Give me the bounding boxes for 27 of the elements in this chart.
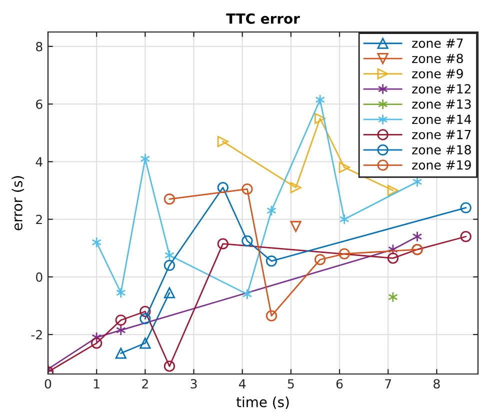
legend-label: zone #7 xyxy=(412,38,463,48)
chart-title: TTC error xyxy=(226,13,300,24)
x-tick-label: 5 xyxy=(288,379,294,389)
y-tick-label: 0 xyxy=(36,272,42,282)
y-axis-title: error (s) xyxy=(12,176,24,230)
legend-label: zone #12 xyxy=(412,84,470,94)
y-tick-label: 4 xyxy=(36,157,42,166)
y-tick-label: 6 xyxy=(36,100,42,109)
x-tick-label: 3 xyxy=(190,379,197,389)
y-tick-label: 2 xyxy=(36,214,42,224)
x-tick-label: 0 xyxy=(44,379,52,389)
x-tick-label: 6 xyxy=(336,379,343,389)
x-tick-label: 2 xyxy=(142,379,148,388)
x-tick-label: 4 xyxy=(238,379,246,388)
legend-label: zone #8 xyxy=(412,54,463,64)
x-tick-label: 8 xyxy=(434,379,440,389)
x-axis-title: time (s) xyxy=(236,396,289,409)
x-tick-label: 7 xyxy=(385,379,392,388)
x-tick-label: 1 xyxy=(94,379,100,388)
y-tick-label: 8 xyxy=(36,42,42,52)
legend-label: zone #9 xyxy=(412,68,463,78)
legend-label: zone #19 xyxy=(412,160,471,170)
legend-label: zone #18 xyxy=(412,145,471,154)
legend-label: zone #17 xyxy=(412,130,471,140)
legend-label: zone #13 xyxy=(412,99,471,109)
legend-label: zone #14 xyxy=(412,114,472,124)
y-tick-label: -2 xyxy=(31,330,42,340)
